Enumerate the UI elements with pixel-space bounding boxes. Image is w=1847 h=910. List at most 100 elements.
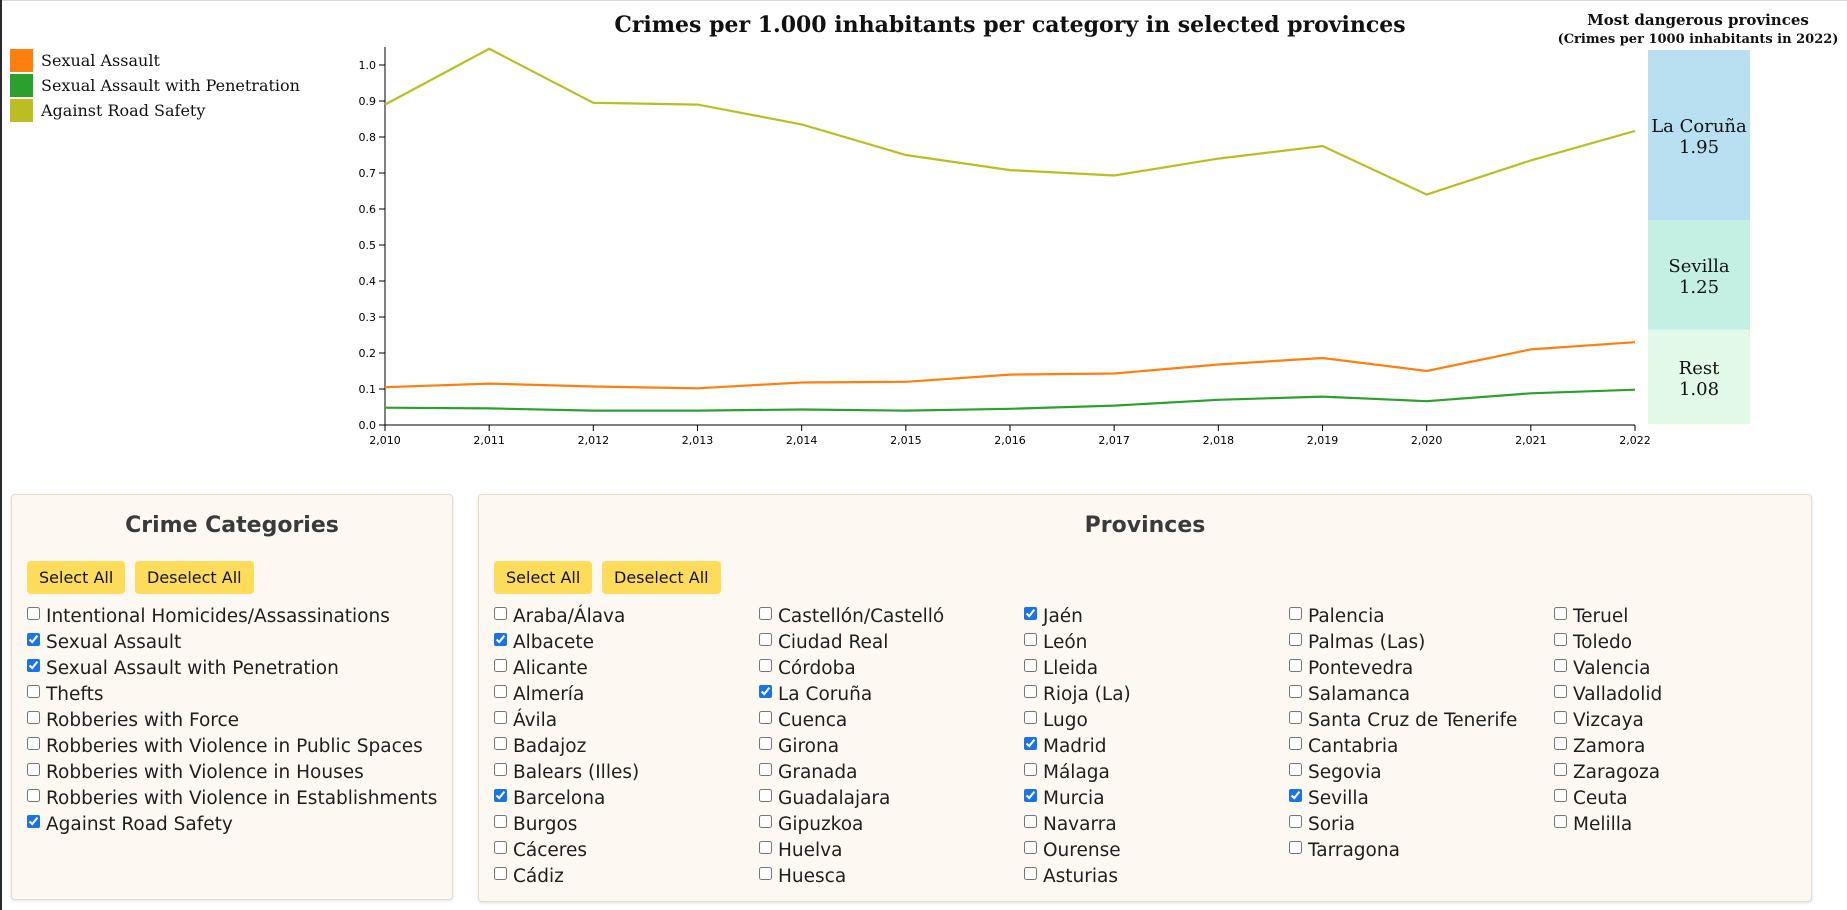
- checkbox-row[interactable]: Asturias: [1021, 865, 1271, 891]
- checkbox-row[interactable]: Castellón/Castelló: [756, 605, 1006, 631]
- checkbox-row[interactable]: Navarra: [1021, 813, 1271, 839]
- checkbox-row[interactable]: Cantabria: [1286, 735, 1536, 761]
- checkbox-row[interactable]: Intentional Homicides/Assassinations: [24, 605, 444, 631]
- checkbox[interactable]: [494, 607, 507, 620]
- checkbox[interactable]: [1289, 659, 1302, 672]
- checkbox-row[interactable]: Sevilla: [1286, 787, 1536, 813]
- checkbox[interactable]: [494, 841, 507, 854]
- checkbox[interactable]: [759, 711, 772, 724]
- checkbox-row[interactable]: Huelva: [756, 839, 1006, 865]
- checkbox[interactable]: [1024, 867, 1037, 880]
- checkbox-row[interactable]: Huesca: [756, 865, 1006, 891]
- checkbox[interactable]: [1289, 633, 1302, 646]
- checkbox[interactable]: [1024, 789, 1037, 802]
- checkbox[interactable]: [1554, 607, 1567, 620]
- categories-deselect-all-button[interactable]: Deselect All: [135, 561, 254, 594]
- checkbox[interactable]: [27, 685, 40, 698]
- checkbox[interactable]: [1024, 607, 1037, 620]
- checkbox-row[interactable]: Robberies with Violence in Public Spaces: [24, 735, 444, 761]
- checkbox[interactable]: [1554, 711, 1567, 724]
- checkbox[interactable]: [1554, 685, 1567, 698]
- checkbox-row[interactable]: Pontevedra: [1286, 657, 1536, 683]
- checkbox-row[interactable]: Alicante: [491, 657, 741, 683]
- checkbox-row[interactable]: Palencia: [1286, 605, 1536, 631]
- checkbox-row[interactable]: Barcelona: [491, 787, 741, 813]
- checkbox[interactable]: [1024, 685, 1037, 698]
- checkbox-row[interactable]: Jaén: [1021, 605, 1271, 631]
- checkbox-row[interactable]: Málaga: [1021, 761, 1271, 787]
- checkbox-row[interactable]: Robberies with Force: [24, 709, 444, 735]
- checkbox[interactable]: [1554, 763, 1567, 776]
- checkbox-row[interactable]: Zamora: [1551, 735, 1801, 761]
- checkbox[interactable]: [759, 815, 772, 828]
- checkbox-row[interactable]: Toledo: [1551, 631, 1801, 657]
- checkbox[interactable]: [759, 659, 772, 672]
- checkbox-row[interactable]: Valencia: [1551, 657, 1801, 683]
- checkbox[interactable]: [1024, 711, 1037, 724]
- checkbox[interactable]: [1554, 659, 1567, 672]
- checkbox-row[interactable]: Araba/Álava: [491, 605, 741, 631]
- checkbox[interactable]: [1289, 685, 1302, 698]
- checkbox[interactable]: [1554, 815, 1567, 828]
- checkbox-row[interactable]: Burgos: [491, 813, 741, 839]
- checkbox-row[interactable]: Robberies with Violence in Houses: [24, 761, 444, 787]
- checkbox-row[interactable]: Cáceres: [491, 839, 741, 865]
- checkbox[interactable]: [759, 763, 772, 776]
- checkbox-row[interactable]: Salamanca: [1286, 683, 1536, 709]
- checkbox-row[interactable]: Albacete: [491, 631, 741, 657]
- checkbox[interactable]: [27, 737, 40, 750]
- checkbox-row[interactable]: Balears (Illes): [491, 761, 741, 787]
- checkbox[interactable]: [27, 763, 40, 776]
- provinces-select-all-button[interactable]: Select All: [494, 561, 593, 594]
- checkbox[interactable]: [494, 763, 507, 776]
- checkbox[interactable]: [1024, 659, 1037, 672]
- checkbox[interactable]: [1554, 789, 1567, 802]
- checkbox[interactable]: [1554, 633, 1567, 646]
- checkbox[interactable]: [759, 607, 772, 620]
- checkbox[interactable]: [494, 815, 507, 828]
- checkbox-row[interactable]: Lugo: [1021, 709, 1271, 735]
- checkbox-row[interactable]: Ceuta: [1551, 787, 1801, 813]
- checkbox-row[interactable]: Rioja (La): [1021, 683, 1271, 709]
- checkbox[interactable]: [759, 867, 772, 880]
- checkbox[interactable]: [27, 789, 40, 802]
- checkbox-row[interactable]: Teruel: [1551, 605, 1801, 631]
- provinces-deselect-all-button[interactable]: Deselect All: [602, 561, 721, 594]
- checkbox-row[interactable]: Lleida: [1021, 657, 1271, 683]
- checkbox-row[interactable]: Cuenca: [756, 709, 1006, 735]
- checkbox-row[interactable]: Segovia: [1286, 761, 1536, 787]
- checkbox[interactable]: [1289, 789, 1302, 802]
- checkbox-row[interactable]: Valladolid: [1551, 683, 1801, 709]
- checkbox-row[interactable]: Sexual Assault: [24, 631, 444, 657]
- checkbox-row[interactable]: Ciudad Real: [756, 631, 1006, 657]
- categories-select-all-button[interactable]: Select All: [27, 561, 126, 594]
- checkbox[interactable]: [1289, 737, 1302, 750]
- checkbox[interactable]: [1024, 815, 1037, 828]
- checkbox[interactable]: [1024, 737, 1037, 750]
- checkbox-row[interactable]: Against Road Safety: [24, 813, 444, 839]
- checkbox[interactable]: [1289, 763, 1302, 776]
- checkbox[interactable]: [1289, 841, 1302, 854]
- checkbox[interactable]: [759, 789, 772, 802]
- checkbox[interactable]: [27, 633, 40, 646]
- checkbox-row[interactable]: Thefts: [24, 683, 444, 709]
- checkbox[interactable]: [1024, 763, 1037, 776]
- checkbox-row[interactable]: Soria: [1286, 813, 1536, 839]
- checkbox-row[interactable]: Santa Cruz de Tenerife: [1286, 709, 1536, 735]
- checkbox-row[interactable]: Ourense: [1021, 839, 1271, 865]
- checkbox[interactable]: [759, 737, 772, 750]
- checkbox[interactable]: [494, 659, 507, 672]
- checkbox-row[interactable]: Zaragoza: [1551, 761, 1801, 787]
- checkbox-row[interactable]: Murcia: [1021, 787, 1271, 813]
- checkbox[interactable]: [27, 711, 40, 724]
- checkbox-row[interactable]: Sexual Assault with Penetration: [24, 657, 444, 683]
- checkbox-row[interactable]: Granada: [756, 761, 1006, 787]
- checkbox-row[interactable]: Vizcaya: [1551, 709, 1801, 735]
- checkbox[interactable]: [494, 711, 507, 724]
- checkbox-row[interactable]: Melilla: [1551, 813, 1801, 839]
- checkbox-row[interactable]: León: [1021, 631, 1271, 657]
- checkbox-row[interactable]: Palmas (Las): [1286, 631, 1536, 657]
- checkbox-row[interactable]: Robberies with Violence in Establishment…: [24, 787, 444, 813]
- checkbox[interactable]: [759, 685, 772, 698]
- checkbox[interactable]: [1289, 607, 1302, 620]
